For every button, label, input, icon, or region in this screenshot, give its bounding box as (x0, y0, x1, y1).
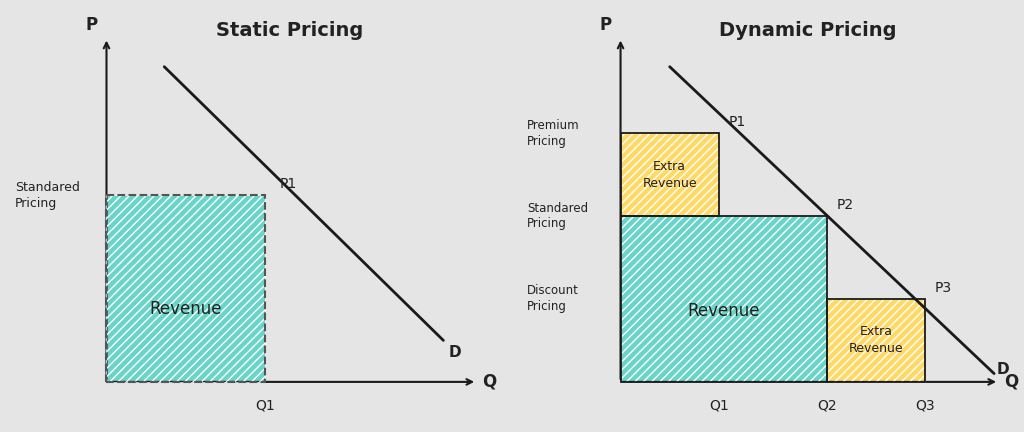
Text: Revenue: Revenue (150, 300, 222, 318)
Text: Dynamic Pricing: Dynamic Pricing (719, 21, 896, 40)
Bar (827, 299, 926, 382)
Text: Q3: Q3 (915, 398, 935, 413)
Text: Extra
Revenue: Extra Revenue (642, 159, 697, 190)
Text: Q2: Q2 (817, 398, 837, 413)
Text: Revenue: Revenue (687, 302, 760, 321)
Text: P1: P1 (729, 115, 745, 129)
Text: D: D (996, 362, 1010, 377)
Text: P2: P2 (837, 198, 854, 212)
Text: P: P (600, 16, 612, 34)
Bar (621, 216, 827, 382)
Text: Discount
Pricing: Discount Pricing (527, 284, 579, 314)
Text: P3: P3 (935, 281, 952, 295)
Bar (621, 133, 719, 216)
Bar (827, 299, 926, 382)
Bar (106, 195, 265, 382)
Bar (621, 133, 719, 216)
Bar (621, 133, 719, 216)
Text: Extra
Revenue: Extra Revenue (849, 325, 903, 356)
Text: Static Pricing: Static Pricing (216, 21, 362, 40)
Text: Q: Q (1004, 373, 1018, 391)
Text: Premium
Pricing: Premium Pricing (527, 118, 580, 148)
Text: Standared
Pricing: Standared Pricing (527, 201, 588, 231)
Bar (106, 195, 265, 382)
Bar (621, 216, 827, 382)
Text: Q1: Q1 (255, 398, 275, 413)
Bar (827, 299, 926, 382)
Text: Q: Q (482, 373, 497, 391)
Text: Standared
Pricing: Standared Pricing (15, 181, 80, 210)
Text: P1: P1 (280, 177, 297, 191)
Text: Q1: Q1 (709, 398, 729, 413)
Bar (621, 216, 827, 382)
Text: D: D (449, 345, 461, 359)
Bar (106, 195, 265, 382)
Text: P: P (86, 16, 98, 34)
